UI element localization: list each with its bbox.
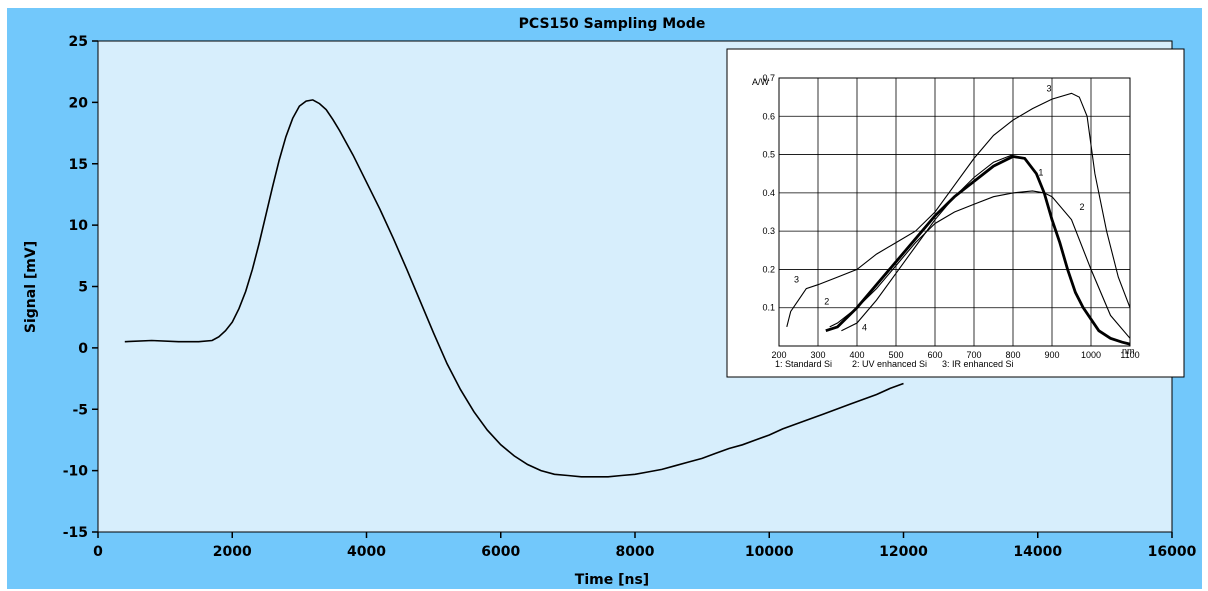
x-tick-label: 4000 (347, 544, 386, 560)
inset-series (786, 92, 1131, 346)
x-tick-label: 8000 (616, 544, 655, 560)
y-tick-label: 5 (78, 280, 88, 296)
inset-chart: 200 300 400 500 600 700 800 900 1000 1100 0.1 0.2 0.… (726, 48, 1185, 378)
y-tick-label: 15 (69, 157, 88, 173)
inset-x-tick-label: 300 (810, 350, 825, 360)
y-axis-label: Signal [mV] (23, 241, 39, 333)
inset-x-tick-label: 900 (1044, 350, 1059, 360)
x-tick-label: 2000 (213, 544, 252, 560)
chart-svg: PCS150 Sampling Mode -15-10-50510152025 … (23, 16, 1197, 588)
y-tick-label: 10 (69, 218, 89, 234)
x-axis: 0 2000 4000 6000 8000 10000 12000 14000 16000 (93, 532, 1197, 560)
inset-curve-label: 1 (1038, 168, 1043, 178)
inset-legend-2: 2: UV enhanced Si (852, 359, 927, 369)
y-tick-label: 25 (69, 34, 88, 50)
inset-x-tick-label: 400 (849, 350, 864, 360)
chart-frame: PCS150 Sampling Mode -15 -10 -5 0 5 10 15 20 25 … (7, 8, 1202, 589)
inset-x-unit: nm (1122, 346, 1135, 356)
inset-legend-3: 3: IR enhanced Si (942, 359, 1014, 369)
inset-y-tick-label: 0.7 (762, 73, 775, 83)
y-tick-label: 0 (78, 341, 88, 357)
inset-series-line-2 (829, 190, 1131, 339)
inset-y-tick-label: 0.6 (762, 111, 775, 121)
inset-curve-label: 4 (862, 323, 867, 333)
inset-y-tick-label: 0.2 (762, 264, 775, 274)
y-tick-label: 20 (69, 95, 89, 111)
inset-y-tick-label: 0.5 (762, 150, 775, 160)
inset-x-tick-label: 500 (888, 350, 903, 360)
signal-series-line (124, 99, 904, 478)
inset-curve-label: 2 (824, 297, 829, 307)
inset-legend-1: 1: Standard Si (775, 359, 832, 369)
inset-x-tick-label: 800 (1005, 350, 1020, 360)
inset-series-line-1 (825, 155, 1131, 346)
y-axis: -15 -10 -5 0 5 10 15 20 25 (63, 34, 98, 541)
inset-series-line-4 (841, 154, 1014, 332)
inset-curve-label: 2 (1080, 202, 1085, 212)
inset-series-labels: 3 1 2 3 2 4 (794, 83, 1085, 332)
x-tick-label: 10000 (745, 544, 794, 560)
inset-curve-label: 3 (794, 275, 799, 285)
inset-x-tick-label: 600 (927, 350, 942, 360)
inset-x-tick-label: 1000 (1081, 350, 1101, 360)
x-axis-label: Time [ns] (575, 572, 649, 588)
inset-curve-label: 3 (1047, 83, 1052, 93)
inset-x-tick-label: 200 (771, 350, 786, 360)
x-tick-label: 14000 (1013, 544, 1062, 560)
chart-title: PCS150 Sampling Mode (519, 16, 706, 32)
inset-series-line-3 (786, 92, 1131, 328)
x-tick-label: 0 (93, 544, 103, 560)
inset-y-tick-label: 0.3 (762, 226, 775, 236)
y-tick-label: -5 (72, 402, 88, 418)
inset-y-tick-label: 0.1 (762, 303, 775, 313)
y-tick-label: -15 (63, 525, 88, 541)
inset-y-unit: A/W (752, 77, 770, 87)
inset-x-tick-label: 1100 (1120, 350, 1139, 360)
inset-x-tick-label: 700 (966, 350, 981, 360)
x-tick-label: 12000 (879, 544, 928, 560)
y-tick-label: -10 (63, 464, 89, 480)
x-tick-label: 6000 (481, 544, 520, 560)
inset-box (726, 48, 1185, 378)
x-tick-label: 16000 (1148, 544, 1197, 560)
inset-y-tick-label: 0.4 (762, 188, 775, 198)
